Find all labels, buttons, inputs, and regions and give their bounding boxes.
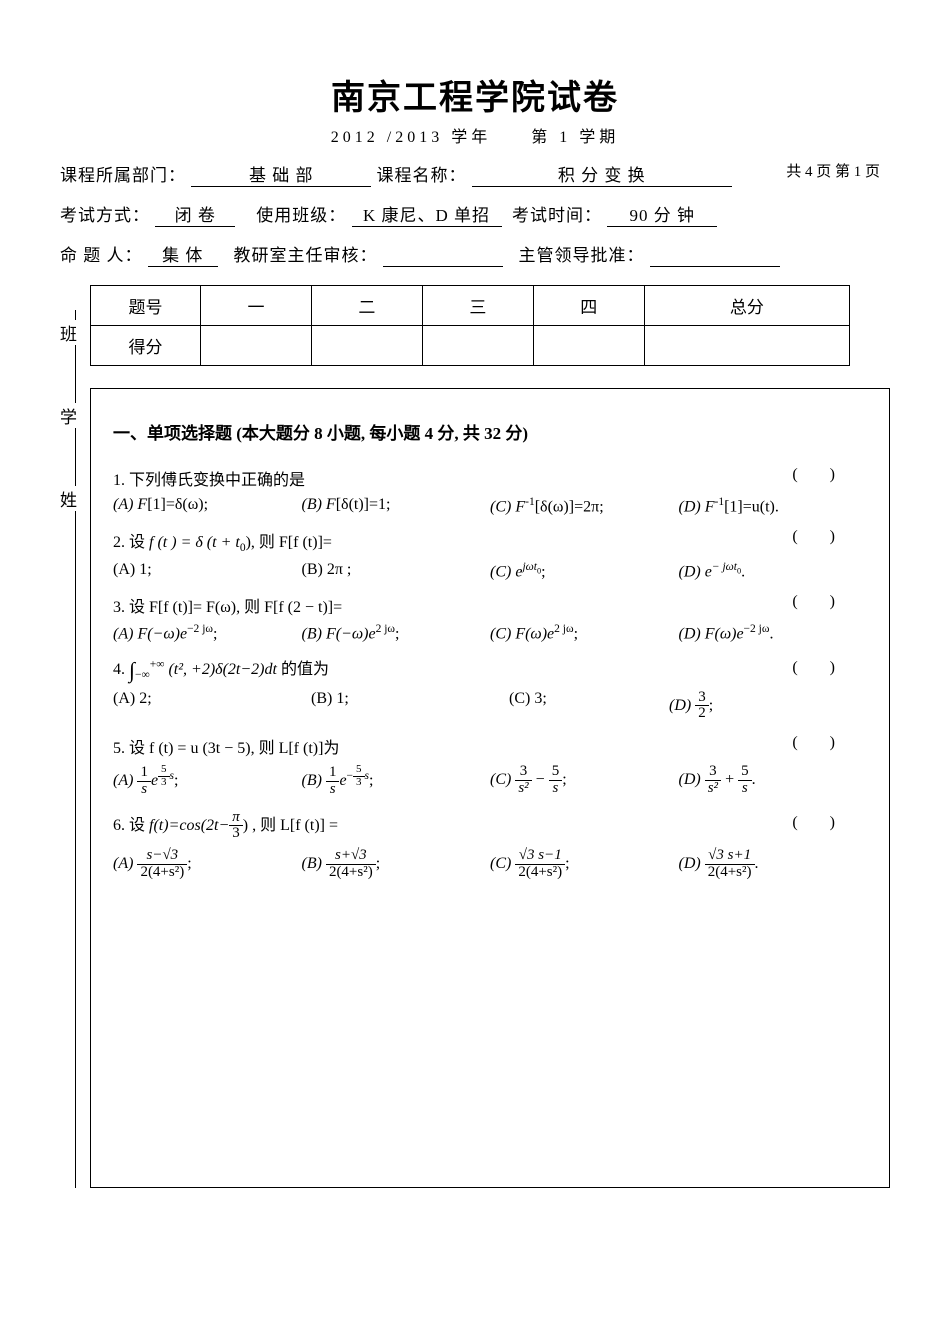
question-2: 2. 设 f (t ) = δ (t + t0), 则 F[f (t)]= ( … [113, 528, 867, 554]
review-label: 教研室主任审核： [234, 246, 378, 265]
q1-stem: 1. 下列傅氏变换中正确的是 [113, 472, 305, 489]
dept-label: 课程所属部门： [60, 166, 186, 185]
q6-opt-a: (A) s−√32(4+s²); [113, 848, 302, 881]
th-2: 二 [311, 286, 422, 326]
answer-paren: ( ) [792, 659, 849, 677]
dept-value: 基 础 部 [191, 161, 371, 187]
author-value: 集 体 [148, 241, 218, 267]
course-label: 课程名称： [377, 166, 467, 185]
exam-page: 南京工程学院试卷 2012 /2013 学年 第 1 学期 共 4 页 第 1 … [0, 0, 950, 1228]
q1-opt-b: (B) F[δ(t)]=1; [302, 496, 491, 516]
q6-opt-c: (C) √3 s−12(4+s²); [490, 848, 679, 881]
answer-paren: ( ) [792, 528, 849, 546]
q5-opt-a: (A) 1se53s; [113, 764, 302, 798]
q4-opt-d: (D) 32; [669, 690, 867, 723]
info-row-1: 课程所属部门： 基 础 部 课程名称： 积 分 变 换 [60, 161, 890, 187]
q4-opt-c: (C) 3; [509, 690, 669, 723]
time-label: 考试时间： [512, 206, 602, 225]
question-1: 1. 下列傅氏变换中正确的是 ( ) [113, 466, 867, 490]
table-row: 得分 [91, 326, 850, 366]
class-value: K 康尼、D 单招 [352, 201, 502, 227]
q4-options: (A) 2; (B) 1; (C) 3; (D) 32; [113, 690, 867, 723]
q6-opt-b: (B) s+√32(4+s²); [302, 848, 491, 881]
th-total: 总分 [644, 286, 849, 326]
question-4: 4. ∫−∞+∞ (t², +2)δ(2t−2)dt 的值为 ( ) [113, 655, 867, 683]
q2-opt-b: (B) 2π ; [302, 561, 491, 581]
mode-label: 考试方式： [60, 206, 150, 225]
section-1-title: 一、单项选择题 (本大题分 8 小题, 每小题 4 分, 共 32 分) [113, 419, 867, 444]
q2-options: (A) 1; (B) 2π ; (C) ejωt0; (D) e− jωt0. [113, 561, 867, 581]
q4-opt-b: (B) 1; [311, 690, 509, 723]
table-row: 题号 一 二 三 四 总分 [91, 286, 850, 326]
side-id: 学 [60, 403, 82, 428]
approve-blank [650, 246, 780, 267]
q6-options: (A) s−√32(4+s²); (B) s+√32(4+s²); (C) √3… [113, 848, 867, 881]
td-blank [201, 326, 312, 366]
q3-opt-b: (B) F(−ω)e2 jω; [302, 623, 491, 643]
th-1: 一 [201, 286, 312, 326]
q4-opt-a: (A) 2; [113, 690, 311, 723]
q2-opt-a: (A) 1; [113, 561, 302, 581]
answer-paren: ( ) [792, 814, 849, 832]
page-number: 共 4 页 第 1 页 [786, 160, 880, 181]
q1-opt-c: (C) F-1[δ(ω)]=2π; [490, 496, 679, 516]
exam-title: 南京工程学院试卷 [60, 70, 890, 119]
q5-opt-d: (D) 3s² + 5s. [679, 764, 868, 798]
q5-options: (A) 1se53s; (B) 1se−53s; (C) 3s² − 5s; (… [113, 764, 867, 798]
td-blank [644, 326, 849, 366]
q6-opt-d: (D) √3 s+12(4+s²). [679, 848, 868, 881]
score-table: 题号 一 二 三 四 总分 得分 [90, 285, 850, 366]
answer-paren: ( ) [792, 593, 849, 611]
info-row-3: 命 题 人： 集 体 教研室主任审核： 主管领导批准： [60, 241, 890, 267]
review-blank [383, 246, 503, 267]
course-value: 积 分 变 换 [472, 161, 732, 187]
q2-opt-d: (D) e− jωt0. [679, 561, 868, 581]
q5-opt-b: (B) 1se−53s; [302, 764, 491, 798]
th-4: 四 [533, 286, 644, 326]
td-score-label: 得分 [91, 326, 201, 366]
time-value: 90 分 钟 [607, 201, 717, 227]
answer-paren: ( ) [792, 734, 849, 752]
q1-opt-d: (D) F-1[1]=u(t). [679, 496, 868, 516]
th-3: 三 [422, 286, 533, 326]
questions-box: 一、单项选择题 (本大题分 8 小题, 每小题 4 分, 共 32 分) 1. … [90, 388, 890, 1188]
side-class: 班 [60, 320, 82, 345]
q3-opt-d: (D) F(ω)e−2 jω. [679, 623, 868, 643]
q5-opt-c: (C) 3s² − 5s; [490, 764, 679, 798]
class-label: 使用班级： [256, 206, 346, 225]
question-3: 3. 设 F[f (t)]= F(ω), 则 F[f (2 − t)]= ( ) [113, 593, 867, 617]
q1-opt-a: (A) F[1]=δ(ω); [113, 496, 302, 516]
question-6: 6. 设 f(t)=cos(2t−π3) , 则 L[f (t)] = ( ) [113, 810, 867, 843]
binding-labels: 班 学 姓 [60, 320, 82, 569]
q3-opt-c: (C) F(ω)e2 jω; [490, 623, 679, 643]
th-num: 题号 [91, 286, 201, 326]
mode-value: 闭 卷 [155, 201, 235, 227]
td-blank [533, 326, 644, 366]
exam-subtitle: 2012 /2013 学年 第 1 学期 [60, 123, 890, 147]
q3-options: (A) F(−ω)e−2 jω; (B) F(−ω)e2 jω; (C) F(ω… [113, 623, 867, 643]
year-text: 2012 /2013 学年 [331, 129, 491, 146]
td-blank [422, 326, 533, 366]
question-5: 5. 设 f (t) = u (3t − 5), 则 L[f (t)]为 ( ) [113, 734, 867, 758]
answer-paren: ( ) [792, 466, 849, 484]
info-row-2: 考试方式： 闭 卷 使用班级： K 康尼、D 单招 考试时间： 90 分 钟 [60, 201, 890, 227]
q2-opt-c: (C) ejωt0; [490, 561, 679, 581]
td-blank [311, 326, 422, 366]
semester-text: 第 1 学期 [531, 129, 619, 146]
q3-opt-a: (A) F(−ω)e−2 jω; [113, 623, 302, 643]
author-label: 命 题 人： [60, 246, 143, 265]
q1-options: (A) F[1]=δ(ω); (B) F[δ(t)]=1; (C) F-1[δ(… [113, 496, 867, 516]
approve-label: 主管领导批准： [519, 246, 645, 265]
side-name: 姓 [60, 486, 82, 511]
